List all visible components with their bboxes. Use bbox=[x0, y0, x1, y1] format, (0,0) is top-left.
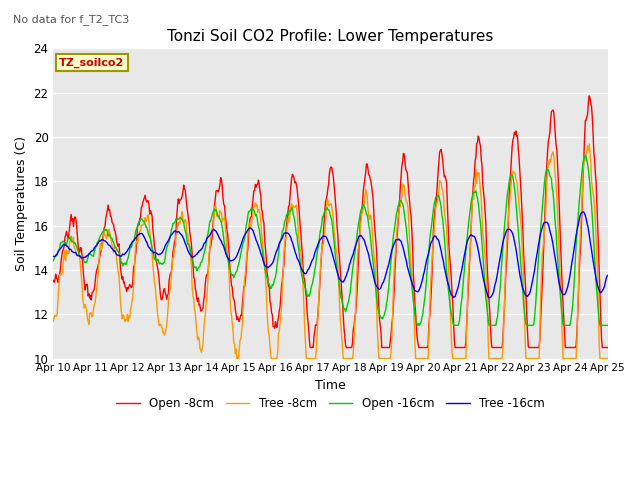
Text: TZ_soilco2: TZ_soilco2 bbox=[59, 58, 124, 68]
Tree -16cm bbox=[173, 229, 180, 235]
Tree -8cm bbox=[173, 231, 180, 237]
Tree -8cm bbox=[235, 356, 243, 361]
Tree -8cm bbox=[399, 181, 406, 187]
Line: Open -16cm: Open -16cm bbox=[53, 155, 608, 325]
Y-axis label: Soil Temperatures (C): Soil Temperatures (C) bbox=[15, 136, 28, 271]
Open -8cm bbox=[49, 277, 57, 283]
Tree -16cm bbox=[116, 253, 124, 259]
Open -16cm bbox=[398, 200, 406, 206]
Line: Tree -16cm: Tree -16cm bbox=[53, 212, 608, 298]
Open -16cm bbox=[414, 323, 422, 328]
Tree -16cm bbox=[414, 289, 422, 295]
Tree -16cm bbox=[202, 238, 210, 244]
Tree -8cm bbox=[116, 300, 124, 305]
Tree -8cm bbox=[586, 141, 593, 147]
Open -8cm bbox=[307, 345, 314, 350]
Open -16cm bbox=[202, 242, 210, 248]
Open -16cm bbox=[582, 152, 589, 158]
Open -8cm bbox=[415, 345, 422, 350]
Tree -16cm bbox=[49, 253, 57, 259]
Text: No data for f_T2_TC3: No data for f_T2_TC3 bbox=[13, 14, 129, 25]
Tree -8cm bbox=[415, 356, 422, 361]
Open -8cm bbox=[399, 159, 406, 165]
Tree -16cm bbox=[579, 209, 587, 215]
Tree -16cm bbox=[604, 273, 612, 278]
Tree -8cm bbox=[604, 356, 612, 361]
Open -16cm bbox=[60, 239, 67, 244]
Line: Tree -8cm: Tree -8cm bbox=[53, 144, 608, 359]
Open -8cm bbox=[116, 265, 124, 271]
Open -16cm bbox=[173, 217, 180, 223]
Open -16cm bbox=[415, 321, 422, 326]
Open -8cm bbox=[60, 246, 67, 252]
Open -16cm bbox=[604, 323, 612, 328]
Tree -8cm bbox=[202, 303, 210, 309]
Open -8cm bbox=[173, 213, 180, 219]
Open -8cm bbox=[202, 274, 210, 280]
Title: Tonzi Soil CO2 Profile: Lower Temperatures: Tonzi Soil CO2 Profile: Lower Temperatur… bbox=[168, 29, 493, 44]
Open -16cm bbox=[49, 258, 57, 264]
Line: Open -8cm: Open -8cm bbox=[53, 96, 608, 348]
Tree -16cm bbox=[398, 241, 406, 247]
Legend: Open -8cm, Tree -8cm, Open -16cm, Tree -16cm: Open -8cm, Tree -8cm, Open -16cm, Tree -… bbox=[111, 392, 550, 415]
Open -16cm bbox=[116, 255, 124, 261]
Tree -16cm bbox=[485, 295, 493, 300]
Tree -8cm bbox=[49, 318, 57, 324]
Tree -8cm bbox=[60, 253, 67, 259]
Open -8cm bbox=[586, 93, 593, 99]
X-axis label: Time: Time bbox=[315, 379, 346, 392]
Open -8cm bbox=[604, 345, 612, 350]
Tree -16cm bbox=[60, 241, 67, 247]
